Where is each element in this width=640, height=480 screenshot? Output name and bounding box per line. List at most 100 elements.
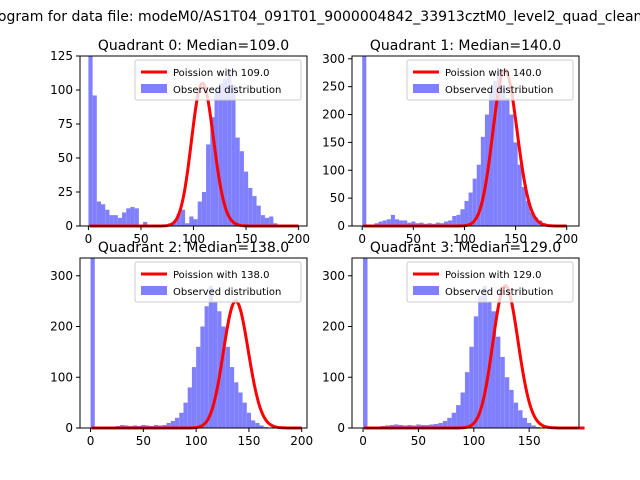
q0-legend-hist-swatch	[141, 84, 167, 93]
q0-xtick-label: 100	[182, 232, 205, 246]
q1-hist-bar	[378, 221, 383, 226]
figure-suptitle: Histogram for data file: modeM0/AS1T04_0…	[0, 9, 640, 25]
quadrant-1-panel: 0 50 100 150 200 0 50 100 150 200 250 300 Quadrant 1…	[322, 38, 580, 246]
q1-ytick-label: 100	[322, 163, 345, 177]
q1-hist-bar	[456, 214, 461, 226]
q1-legend-hist-label: Observed distribution	[445, 85, 553, 96]
q2-hist-bar	[238, 392, 243, 428]
q2-hist-bar	[187, 387, 192, 428]
q0-hist-bar	[134, 208, 139, 226]
q1-hist-bar	[480, 136, 485, 226]
q0-hist-bar	[193, 219, 198, 226]
q3-ytick-label: 0	[337, 421, 345, 435]
q0-ytick-label: 25	[58, 185, 73, 199]
q1-axes-frame	[351, 55, 580, 227]
q1-hist-bar	[464, 200, 469, 226]
q0-hist-bar	[243, 171, 249, 226]
q1-hist-bar	[513, 142, 518, 226]
q0-hist-bar	[189, 216, 194, 226]
q2-ytick-label: 200	[50, 320, 73, 334]
q0-legend: Poission with 109.0 Observed distribution	[134, 59, 302, 101]
q1-hist-bar	[362, 56, 367, 226]
q3-hist-bar	[363, 258, 368, 428]
q3-hist-bar	[389, 424, 395, 428]
q1-legend-fit-label: Poission with 140.0	[445, 68, 541, 79]
q2-hist-bar	[225, 346, 230, 428]
q3-hist-bar	[509, 389, 514, 428]
q0-hist-bar	[122, 212, 127, 226]
q3-legend: Poission with 129.0 Observed distribution	[406, 261, 574, 303]
q3-ytick-label: 200	[322, 320, 345, 334]
q2-hist-bar	[234, 382, 239, 428]
q3-legend-hist-label: Observed distribution	[445, 287, 553, 298]
q2-hist-bar	[221, 326, 226, 428]
q3-hist-bar	[500, 356, 505, 428]
q0-hist-bar	[176, 213, 181, 226]
q1-hist-bar	[493, 81, 498, 226]
q2-hist-bar	[162, 424, 167, 428]
q2-legend-box	[134, 261, 302, 303]
q0-hist-bar	[206, 144, 211, 226]
q2-hist-bar	[208, 285, 214, 428]
q3-xtick-label: 100	[462, 434, 485, 448]
q1-legend-hist-swatch	[413, 84, 439, 93]
q0-hist-bar	[227, 69, 232, 226]
q0-xtick-label: 150	[235, 232, 258, 246]
q0-hist-bar	[197, 201, 202, 226]
q0-hist-bar	[201, 192, 207, 226]
q1-hist-bar	[390, 214, 395, 226]
q1-hist-bar	[435, 222, 440, 226]
q1-hist-bar	[497, 69, 502, 227]
q3-hist-bar	[482, 285, 488, 428]
q3-hist-bar	[469, 346, 474, 428]
q3-xtick-label: 50	[411, 434, 426, 448]
q3-hist-bar	[398, 424, 403, 428]
q1-legend: Poission with 140.0 Observed distribution	[406, 59, 574, 101]
q1-ytick-label: 300	[322, 52, 345, 66]
q1-hist-bar	[529, 212, 535, 226]
q3-legend-hist-swatch	[413, 286, 439, 295]
q0-hist-bar	[231, 84, 236, 226]
q0-legend-fit-label: Poission with 109.0	[173, 68, 269, 79]
q2-ytick-label: 100	[50, 370, 73, 384]
q2-legend-hist-swatch	[141, 286, 167, 295]
q2-axes-frame	[79, 257, 308, 429]
q1-title: Quadrant 1: Median=140.0	[370, 38, 561, 54]
q3-hist-bar	[407, 424, 412, 428]
q0-title: Quadrant 0: Median=109.0	[98, 38, 289, 54]
q2-xtick-label: 100	[185, 434, 208, 448]
q2-legend-hist-label: Observed distribution	[173, 287, 281, 298]
q1-hist-bar	[489, 92, 494, 226]
q2-hist-bar	[153, 424, 159, 428]
q1-ytick-label: 200	[322, 108, 345, 122]
q0-hist-bar	[256, 205, 261, 226]
q1-xtick-label: 200	[555, 232, 578, 246]
q1-hist-bar	[419, 222, 424, 226]
q2-xtick-label: 50	[136, 434, 151, 448]
q1-xtick-label: 0	[358, 232, 366, 246]
q0-hist-bar	[218, 83, 223, 226]
q0-hist-bar	[235, 137, 240, 226]
q0-hist-bar	[117, 217, 123, 226]
q1-hist-bar	[444, 221, 449, 226]
q1-hist-bar	[509, 114, 514, 226]
q0-hist-bar	[130, 206, 135, 226]
q1-xtick-label: 150	[504, 232, 527, 246]
q1-hist-bar	[403, 220, 408, 226]
q3-hist-bar	[425, 424, 430, 428]
q3-hist-bar	[394, 424, 399, 428]
q1-xtick-label: 50	[406, 232, 421, 246]
q1-hist-bar	[472, 178, 477, 226]
q2-hist-bar	[170, 420, 176, 428]
q2-hist-bar	[251, 420, 256, 428]
q3-hist-bar	[526, 422, 532, 428]
q1-hist-bar	[521, 186, 526, 226]
q0-hist-bar	[105, 209, 110, 226]
q2-legend-fit-label: Poission with 138.0	[173, 270, 269, 281]
q3-hist-bar	[429, 424, 434, 428]
q2-title: Quadrant 2: Median=138.0	[98, 240, 289, 256]
quadrant-0-panel: 0 50 100 150 200 0 25 50 75 100 125 Quadrant 0: Med…	[50, 38, 310, 246]
q1-ytick-label: 250	[322, 80, 345, 94]
q1-hist-bar	[505, 97, 510, 226]
q2-ytick-label: 0	[65, 421, 73, 435]
